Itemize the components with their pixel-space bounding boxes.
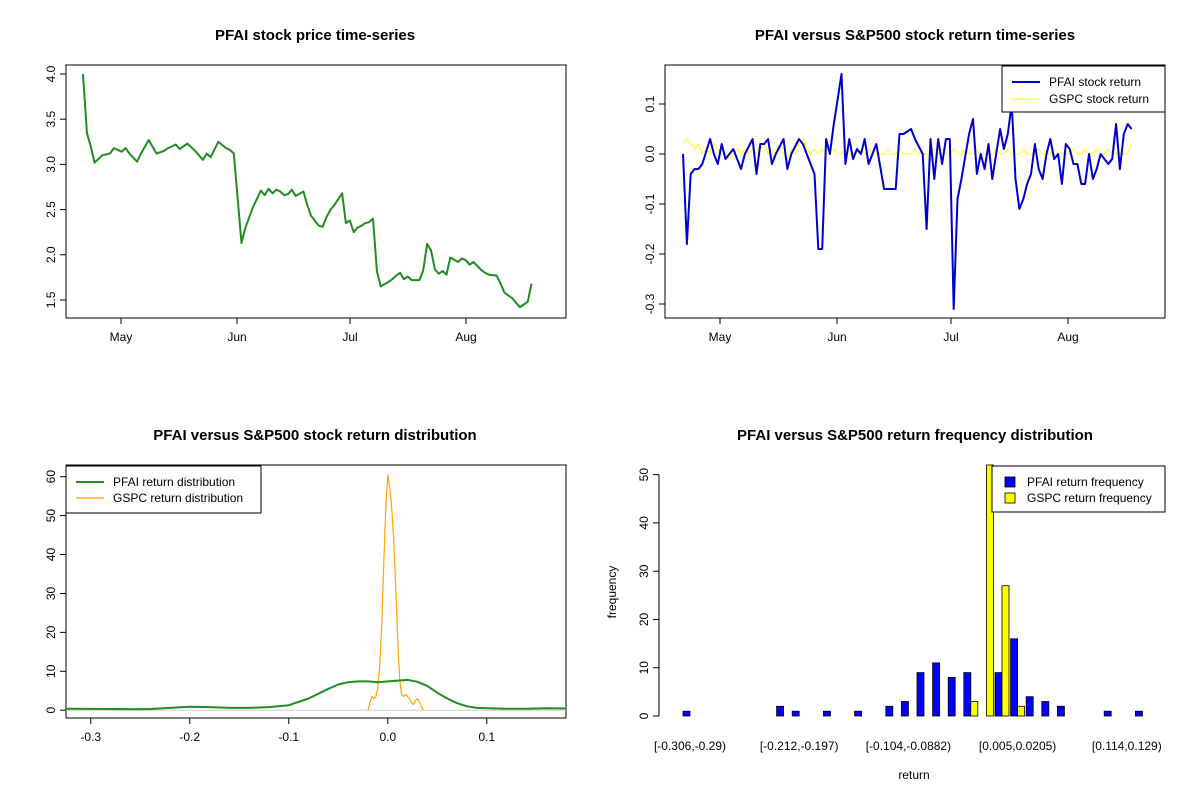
density-legend-box (65, 465, 262, 514)
frequency-ytick-label: 20 (637, 612, 651, 626)
frequency-category-label: [0.005,0.0205) (979, 739, 1056, 753)
gspc-frequency-bar (970, 701, 979, 717)
return-ts-xtick-label: May (709, 330, 732, 344)
pfai-frequency-bar (994, 672, 1003, 717)
gspc-return-line (682, 138, 1132, 160)
pfai-frequency-bar (1057, 705, 1065, 717)
gspc-density-line (367, 474, 424, 711)
return-ts-legend-label: PFAI stock return (1049, 75, 1141, 89)
pfai-frequency-bar (823, 710, 831, 717)
price-chart-frame (65, 64, 567, 319)
return-distribution-frame (65, 464, 567, 719)
pfai-frequency-bar (916, 672, 925, 717)
pfai-frequency-bar (791, 710, 800, 717)
return-timeseries-chart: PFAI versus S&P500 stock return time-ser… (643, 27, 1166, 344)
density-xtick-label: 0.0 (379, 730, 396, 744)
pfai-frequency-bar (1103, 710, 1112, 717)
return-ts-xtick-label: Aug (1057, 330, 1078, 344)
price-chart: PFAI stock price time-series May Jun Jul Au… (44, 27, 567, 344)
pfai-frequency-bar (682, 710, 691, 717)
return-frequency-xlabel: return (898, 768, 929, 782)
gspc-frequency-bar (986, 464, 994, 717)
return-ts-xtick-label: Jun (827, 330, 846, 344)
frequency-category-label: [-0.212,-0.197) (760, 739, 839, 753)
density-legend-label: GSPC return distribution (113, 491, 243, 505)
pfai-frequency-bar (1041, 701, 1050, 717)
price-ytick-label: 2.0 (44, 246, 58, 263)
return-distribution-chart: PFAI versus S&P500 stock return distribu… (44, 427, 567, 744)
return-timeseries-title: PFAI versus S&P500 stock return time-ser… (755, 27, 1075, 44)
density-ytick-label: 40 (44, 548, 58, 562)
frequency-ytick-label: 30 (637, 564, 651, 578)
return-ts-ytick-label: -0.3 (643, 293, 657, 314)
density-xtick-label: -0.1 (278, 730, 299, 744)
density-ytick-label: 0 (44, 707, 58, 714)
pfai-frequency-bar (885, 705, 894, 717)
price-ytick-label: 3.0 (44, 156, 58, 173)
return-ts-xtick-label: Jul (943, 330, 958, 344)
return-distribution-title: PFAI versus S&P500 stock return distribu… (153, 427, 476, 444)
density-ytick-label: 50 (44, 509, 58, 523)
return-ts-legend-label: GSPC stock return (1049, 92, 1149, 106)
frequency-ytick-label: 40 (637, 516, 651, 530)
pfai-frequency-bar (1025, 696, 1034, 717)
gspc-frequency-bar (1001, 585, 1010, 717)
price-xtick-label: May (110, 330, 133, 344)
frequency-category-label: [0.114,0.129) (1092, 739, 1162, 753)
gspc-frequency-bar (1017, 705, 1025, 717)
return-frequency-chart: PFAI versus S&P500 return frequency dist… (605, 427, 1166, 782)
density-ytick-label: 10 (44, 664, 58, 678)
pfai-frequency-bar (854, 710, 862, 717)
pfai-return-line (682, 73, 1133, 310)
return-ts-ytick-label: 0.0 (643, 145, 657, 162)
pfai-frequency-bar (1010, 638, 1018, 717)
return-ts-ytick-label: -0.2 (643, 243, 657, 264)
frequency-legend-swatch (1004, 492, 1016, 504)
price-xtick-label: Jul (342, 330, 357, 344)
density-ytick-label: 30 (44, 586, 58, 600)
price-chart-title: PFAI stock price time-series (215, 27, 415, 44)
density-legend-label: PFAI return distribution (113, 475, 235, 489)
price-ytick-label: 2.5 (44, 201, 58, 218)
density-ytick-label: 60 (44, 470, 58, 484)
frequency-ytick-label: 50 (637, 468, 651, 482)
frequency-legend-label: PFAI return frequency (1027, 475, 1144, 489)
density-xtick-label: -0.2 (179, 730, 200, 744)
pfai-frequency-bar (776, 705, 784, 717)
return-ts-ytick-label: 0.1 (643, 95, 657, 112)
price-ytick-label: 4.0 (44, 65, 58, 82)
frequency-ytick-label: 10 (637, 661, 651, 675)
price-xtick-label: Aug (455, 330, 476, 344)
return-frequency-ylabel: frequency (605, 566, 619, 619)
pfai-density-line (65, 678, 567, 711)
pfai-price-line (82, 73, 533, 309)
return-ts-legend-box (1001, 65, 1166, 113)
pfai-frequency-bar (963, 672, 972, 717)
return-frequency-title: PFAI versus S&P500 return frequency dist… (737, 427, 1093, 444)
frequency-legend-box (991, 465, 1166, 513)
density-ytick-label: 20 (44, 625, 58, 639)
frequency-legend-swatch (1004, 476, 1016, 488)
frequency-legend-label: GSPC return frequency (1027, 491, 1152, 505)
price-ytick-label: 1.5 (44, 291, 58, 308)
price-ytick-label: 3.5 (44, 111, 58, 128)
frequency-category-label: [-0.104,-0.0882) (866, 739, 951, 753)
pfai-frequency-bar (901, 701, 909, 717)
frequency-category-label: [-0.306,-0.29) (654, 739, 726, 753)
pfai-frequency-bar (932, 662, 940, 717)
return-timeseries-frame (664, 64, 1166, 319)
frequency-ytick-label: 0 (637, 712, 651, 719)
pfai-frequency-bar (947, 677, 956, 717)
density-xtick-label: 0.1 (478, 730, 495, 744)
density-xtick-label: -0.3 (80, 730, 101, 744)
price-xtick-label: Jun (227, 330, 246, 344)
pfai-frequency-bar (1135, 710, 1143, 717)
return-ts-ytick-label: -0.1 (643, 193, 657, 214)
